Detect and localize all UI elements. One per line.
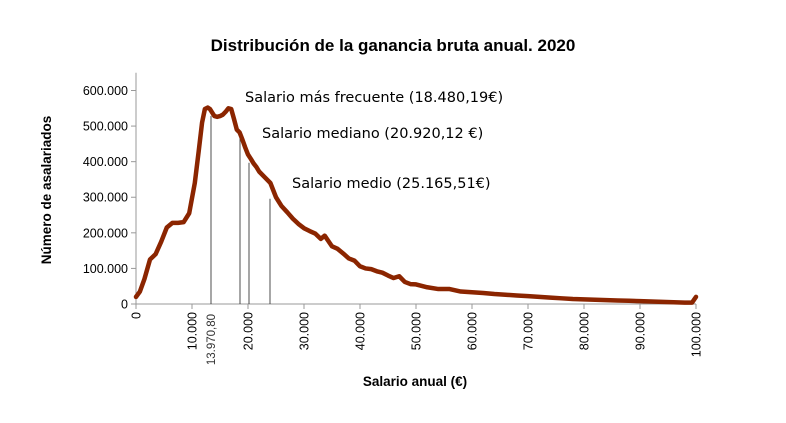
x-tick-label: 50.000 (410, 312, 424, 350)
x-tick-label: 90.000 (634, 312, 648, 350)
y-tick-label: 200.000 (83, 226, 128, 240)
y-tick-label: 0 (121, 298, 128, 312)
x-tick-label: 10.000 (186, 312, 200, 350)
series-layer (133, 105, 699, 305)
x-tick-label: 100.000 (690, 312, 704, 357)
x-tick-label: 40.000 (354, 312, 368, 350)
reference-annotation: Salario más frecuente (18.480,19€) (245, 90, 503, 106)
y-tick-label: 100.000 (83, 262, 128, 276)
y-tick-label: 600.000 (83, 84, 128, 98)
reference-annotation: Salario mediano (20.920,12 €) (262, 126, 483, 142)
x-tick-label: 20.000 (242, 312, 256, 350)
x-tick-label: 0 (130, 312, 144, 319)
y-axis-title: Número de asalariados (39, 116, 54, 265)
axes: 0 100.000 200.000 300.000 400.000 500.000 600.… (39, 72, 704, 389)
labels-layer: 13.970,80 Salario más frecuente (18.480,1… (206, 90, 503, 365)
x-tick-label: 30.000 (298, 312, 312, 350)
x-tick-label: 60.000 (466, 312, 480, 350)
distribution-line (133, 105, 699, 305)
chart-title: Distribución de la ganancia bruta anual.… (210, 36, 576, 55)
reference-value-label: 13.970,80 (206, 314, 218, 365)
reference-lines (210, 115, 271, 304)
y-tick-label: 400.000 (83, 155, 128, 169)
reference-annotation: Salario medio (25.165,51€) (292, 176, 491, 192)
y-tick-label: 500.000 (83, 120, 128, 134)
x-tick-label: 80.000 (578, 312, 592, 350)
y-tick-label: 300.000 (83, 191, 128, 205)
x-axis-title: Salario anual (€) (363, 374, 467, 389)
x-tick-label: 70.000 (522, 312, 536, 350)
